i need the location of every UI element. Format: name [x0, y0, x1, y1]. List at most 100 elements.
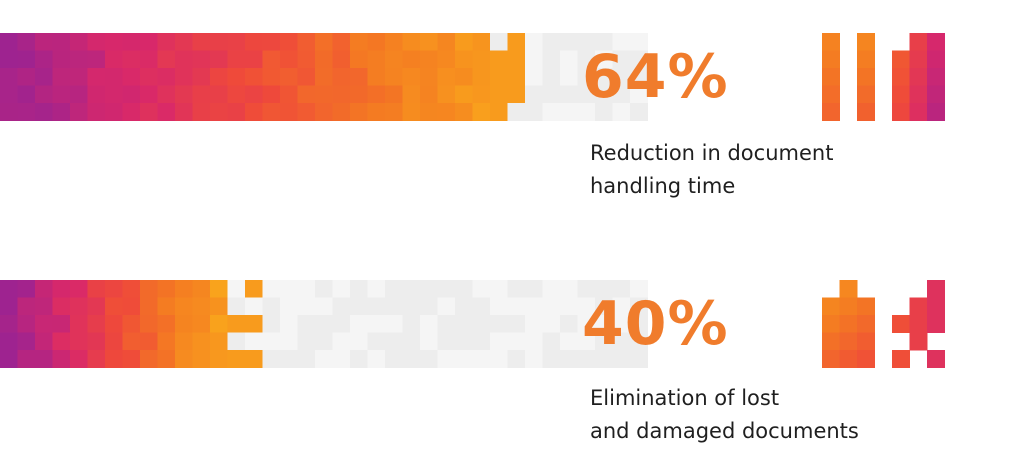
bar-track-cell	[472, 280, 491, 298]
bar-fill-cell	[297, 103, 316, 121]
bar-fill-cell	[157, 332, 176, 351]
bar-track-cell	[315, 280, 333, 298]
bar-fill-cell	[315, 50, 333, 69]
icon-pixel	[839, 350, 858, 368]
bar-fill-cell	[385, 33, 403, 51]
bar-track-cell	[402, 332, 421, 351]
bar-fill-cell	[175, 33, 193, 51]
bar-fill-cell	[175, 297, 193, 316]
bar-track-cell	[595, 297, 613, 316]
pixel-arrow-icon	[822, 280, 945, 368]
bar-fill-cell	[52, 50, 71, 69]
bar-track-cell	[542, 315, 561, 333]
bar-track-cell	[280, 297, 298, 316]
bar-fill-cell	[35, 33, 53, 51]
bar-track-cell	[525, 350, 543, 368]
bar-track-cell	[577, 50, 596, 69]
bar-track-cell	[560, 297, 578, 316]
bar-track-cell	[525, 85, 543, 104]
bar-fill-cell	[17, 315, 36, 333]
bar-track-cell	[402, 350, 421, 368]
icon-pixel	[839, 315, 858, 333]
bar-fill-cell	[210, 315, 228, 333]
bar-fill-cell	[17, 297, 36, 316]
bar-fill-cell	[402, 103, 421, 121]
bar-fill-cell	[350, 33, 368, 51]
stat-value: 64%	[582, 42, 729, 112]
bar-fill-cell	[192, 280, 211, 298]
bar-fill-cell	[35, 68, 53, 86]
bar-track-cell	[560, 68, 578, 86]
icon-pixel	[909, 103, 928, 121]
icon-pixel	[927, 350, 945, 368]
bar-track-cell	[315, 315, 333, 333]
icon-pixel	[822, 33, 840, 51]
bar-track-cell	[280, 350, 298, 368]
bar-track-cell	[420, 332, 438, 351]
bar-fill-cell	[140, 103, 158, 121]
bar-track-cell	[560, 33, 578, 51]
bar-track-cell	[402, 315, 421, 333]
bar-fill-cell	[227, 50, 246, 69]
bar-track-cell	[542, 297, 561, 316]
bar-track-cell	[560, 332, 578, 351]
bar-track-cell	[507, 280, 526, 298]
bar-fill-cell	[35, 50, 53, 69]
bar-track-cell	[227, 280, 246, 298]
bar-track-cell	[490, 315, 508, 333]
icon-pixel	[892, 103, 910, 121]
bar-fill-cell	[367, 103, 386, 121]
bar-fill-cell	[35, 315, 53, 333]
bar-fill-cell	[227, 85, 246, 104]
bar-track-cell	[402, 280, 421, 298]
bar-fill-cell	[507, 33, 526, 51]
bar-fill-cell	[175, 350, 193, 368]
bar-track-cell	[332, 350, 351, 368]
bar-fill-cell	[87, 332, 106, 351]
bar-fill-cell	[17, 280, 36, 298]
bar-track-cell	[245, 332, 263, 351]
bar-fill-cell	[210, 297, 228, 316]
bar-fill-cell	[227, 103, 246, 121]
bar-track-cell	[595, 280, 613, 298]
icon-pixel	[927, 297, 945, 316]
bar-fill-cell	[402, 85, 421, 104]
bar-fill-cell	[87, 103, 106, 121]
bar-fill-cell	[0, 350, 18, 368]
bar-track-cell	[595, 350, 613, 368]
bar-fill-cell	[192, 350, 211, 368]
bar-fill-cell	[105, 103, 123, 121]
bar-track-cell	[385, 315, 403, 333]
bar-track-cell	[490, 297, 508, 316]
bar-track-cell	[577, 33, 596, 51]
bar-fill-cell	[122, 85, 141, 104]
bar-fill-cell	[350, 50, 368, 69]
bar-track-cell	[262, 297, 281, 316]
icon-pixel	[927, 68, 945, 86]
bar-fill-cell	[52, 33, 71, 51]
bar-fill-cell	[297, 50, 316, 69]
bar-fill-cell	[175, 68, 193, 86]
bar-fill-cell	[262, 103, 281, 121]
bar-track-cell	[577, 297, 596, 316]
bar-fill-cell	[0, 103, 18, 121]
icon-pixel	[822, 332, 840, 351]
bar-track-cell	[507, 350, 526, 368]
bar-fill-cell	[315, 103, 333, 121]
icon-pixel	[822, 350, 840, 368]
bar-track-cell	[630, 50, 648, 69]
bar-fill-cell	[140, 85, 158, 104]
bar-fill-cell	[315, 33, 333, 51]
bar-track-cell	[385, 297, 403, 316]
bar-fill-cell	[192, 297, 211, 316]
bar-track-cell	[385, 332, 403, 351]
bar-fill-cell	[210, 68, 228, 86]
bar-fill-cell	[52, 85, 71, 104]
bar-fill-cell	[0, 332, 18, 351]
bar-fill-cell	[385, 85, 403, 104]
bar-track-cell	[490, 280, 508, 298]
bar-track-cell	[297, 332, 316, 351]
bar-track-cell	[577, 103, 596, 121]
bar-fill-cell	[280, 50, 298, 69]
bar-track-cell	[612, 50, 631, 69]
